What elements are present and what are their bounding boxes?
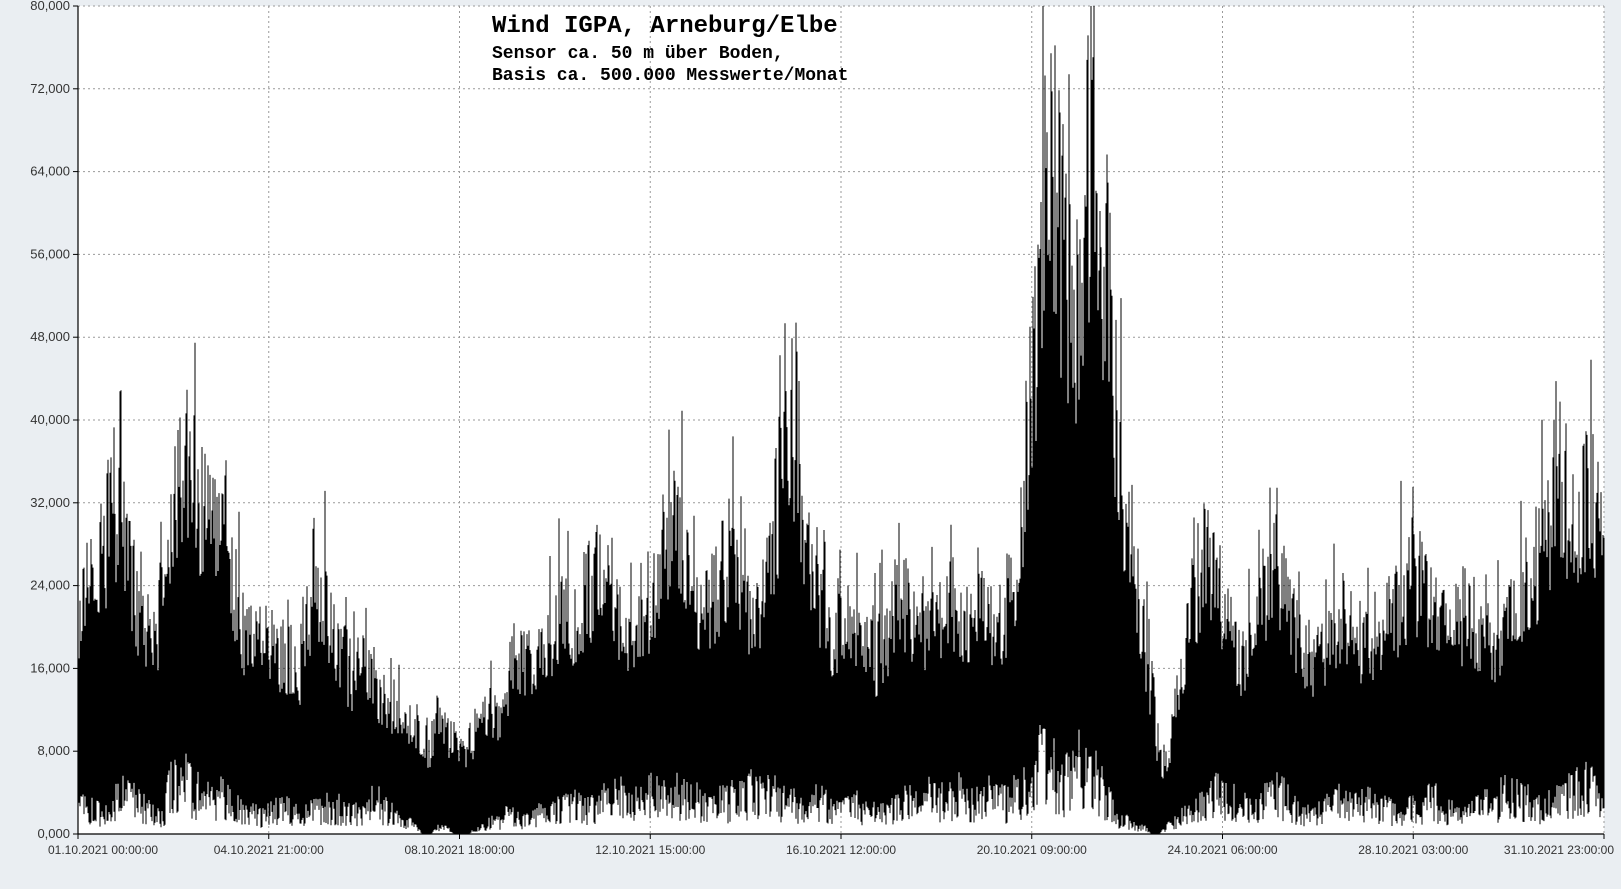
wind-chart: 0,000 8,000 16,000 24,000 32,000 40,000 48,000… [0,0,1621,889]
ytick-label: 64,000 [30,164,70,179]
ytick-label: 8,000 [37,743,70,758]
xtick-label: 20.10.2021 09:00:00 [977,843,1087,857]
xtick-label: 04.10.2021 21:00:00 [214,843,324,857]
xtick-label: 31.10.2021 23:00:00 [1504,843,1614,857]
chart-title: Wind IGPA, Arneburg/Elbe [492,13,838,40]
ytick-label: 0,000 [37,826,70,841]
xtick-label: 08.10.2021 18:00:00 [404,843,514,857]
xtick-label: 12.10.2021 15:00:00 [595,843,705,857]
ytick-label: 72,000 [30,81,70,96]
ytick-label: 40,000 [30,412,70,427]
ytick-label: 32,000 [30,495,70,510]
chart-subtitle-1: Sensor ca. 50 m über Boden, [492,44,784,64]
xtick-label: 28.10.2021 03:00:00 [1358,843,1468,857]
ytick-label: 24,000 [30,578,70,593]
chart-subtitle-2: Basis ca. 500.000 Messwerte/Monat [492,66,848,86]
xtick-label: 16.10.2021 12:00:00 [786,843,896,857]
ytick-label: 16,000 [30,660,70,675]
xtick-label: 01.10.2021 00:00:00 [48,843,158,857]
ytick-label: 80,000 [30,0,70,13]
ytick-label: 48,000 [30,329,70,344]
chart-svg: 0,000 8,000 16,000 24,000 32,000 40,000 48,000… [0,0,1621,889]
xtick-label: 24.10.2021 06:00:00 [1167,843,1277,857]
ytick-label: 56,000 [30,246,70,261]
